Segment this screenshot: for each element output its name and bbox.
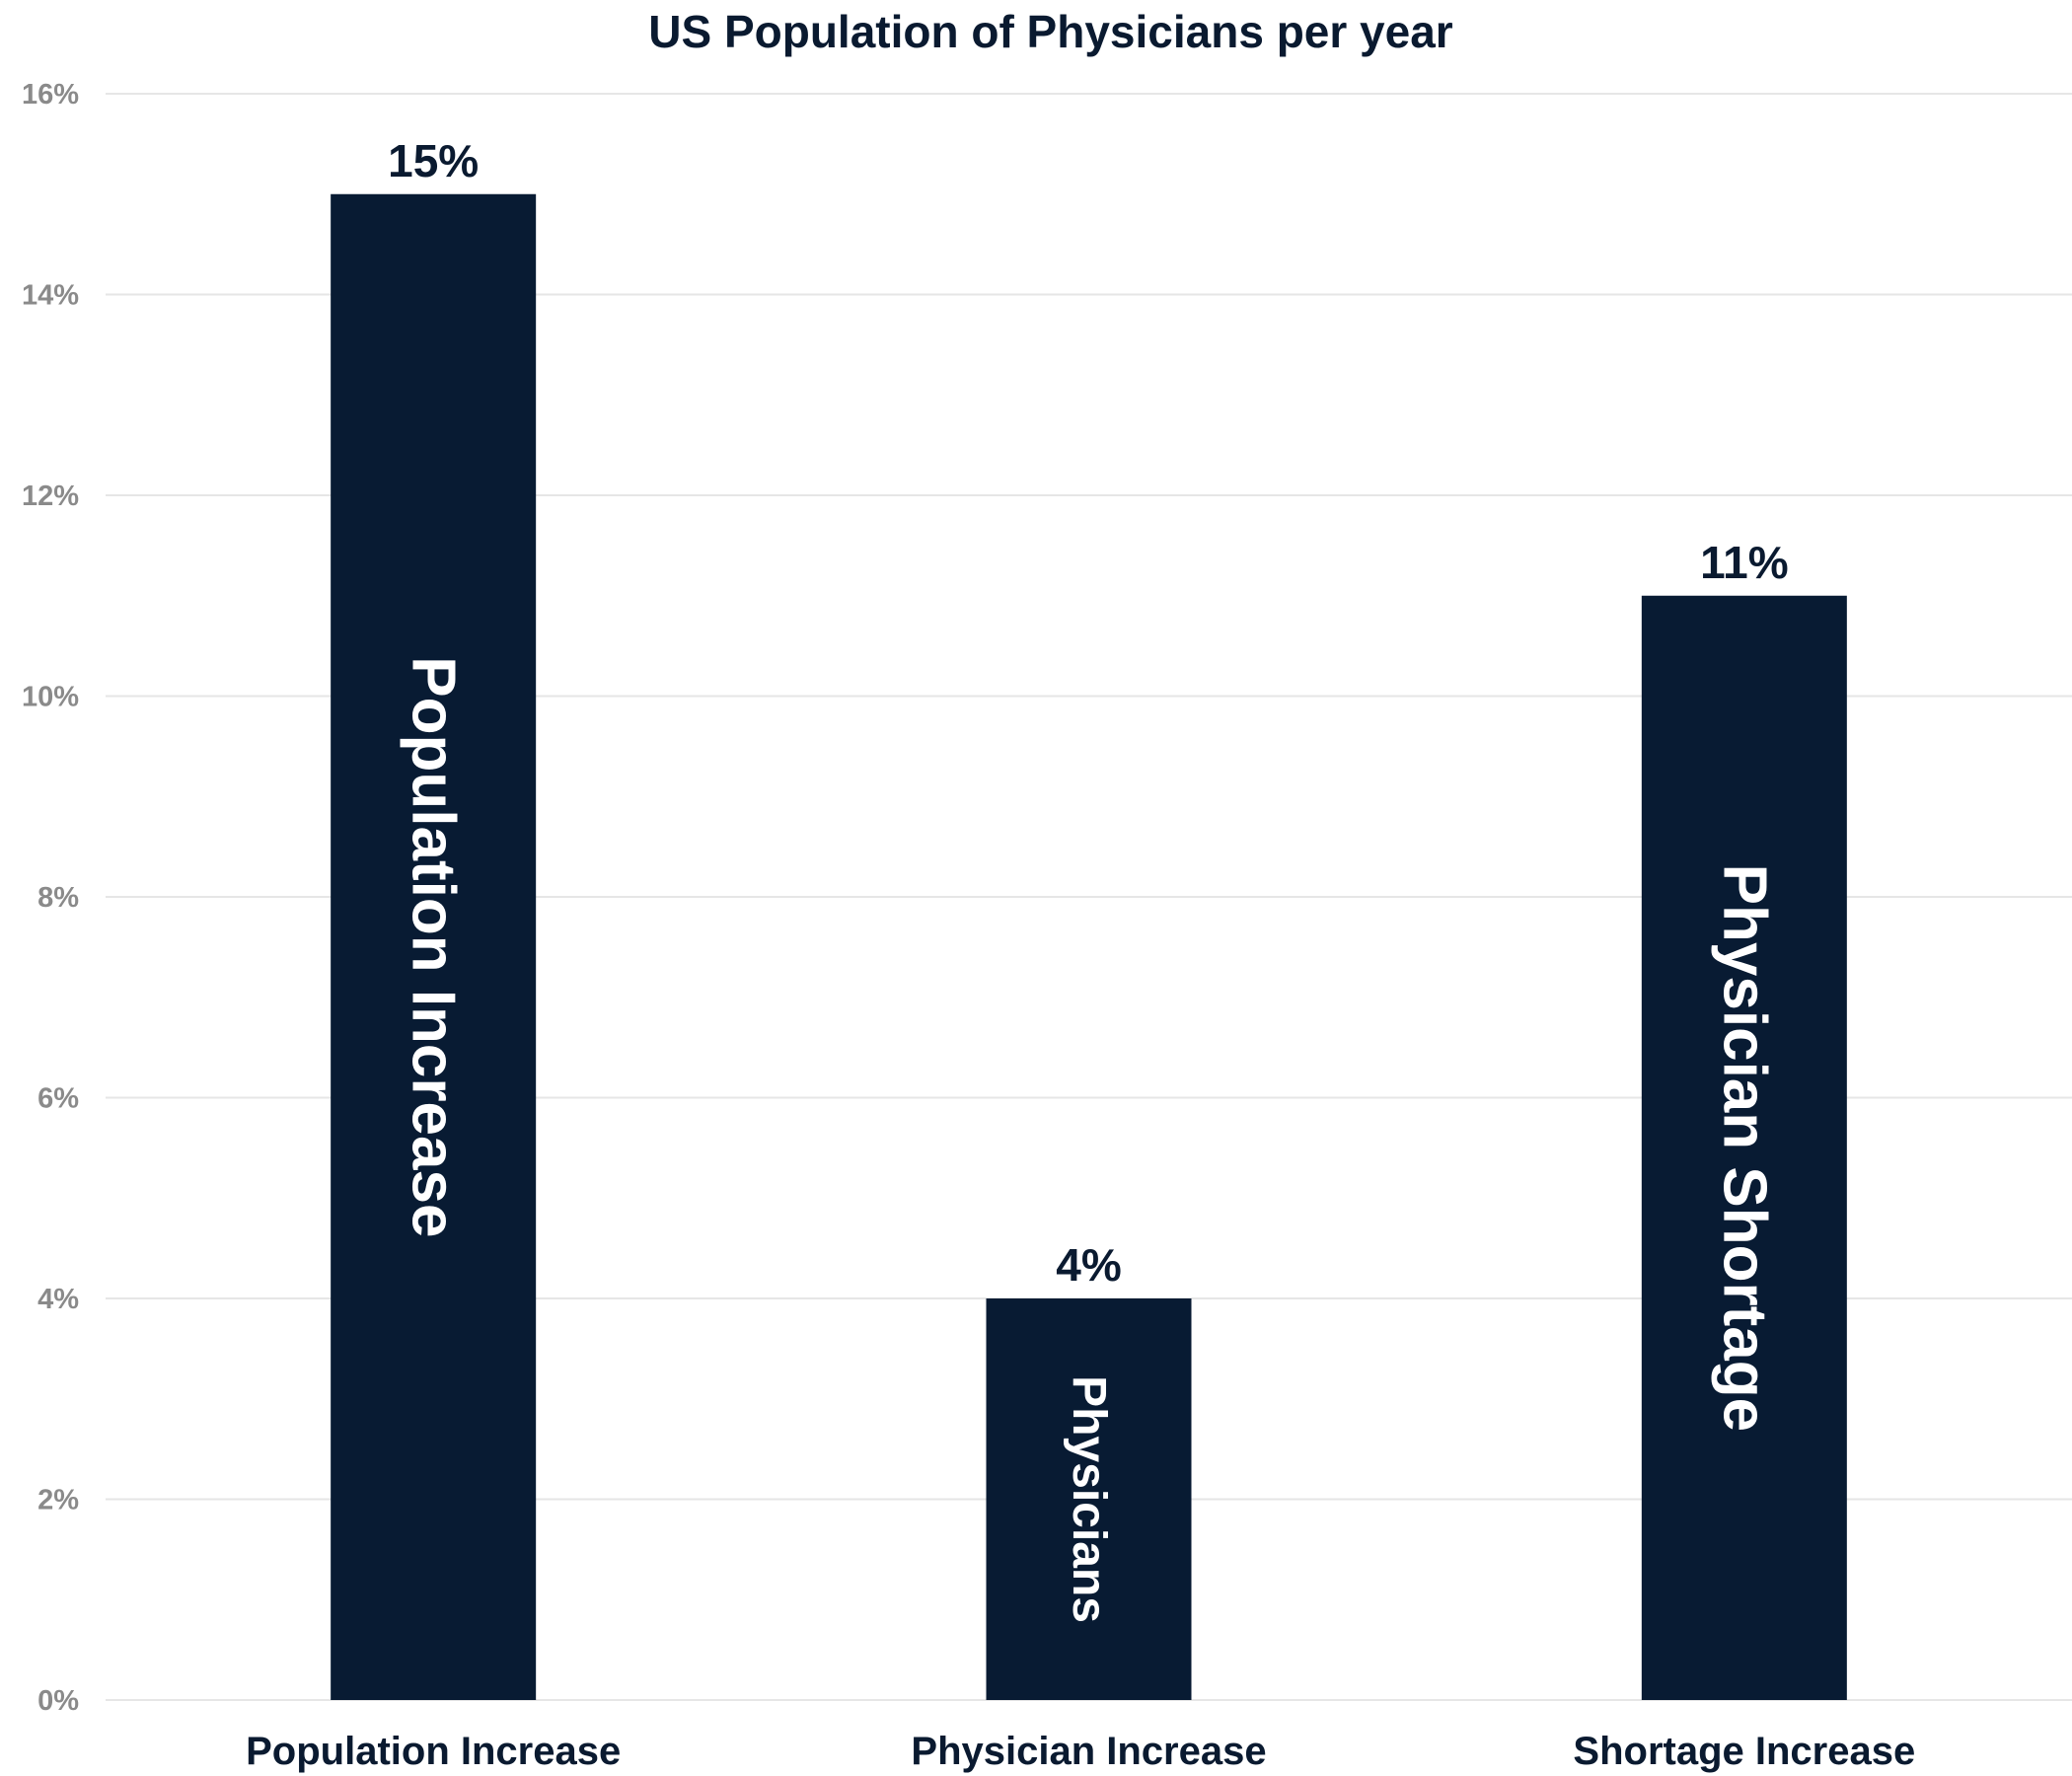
bar — [986, 1298, 1192, 1700]
x-tick-label: Physician Increase — [911, 1730, 1266, 1773]
bar-inner-label: Physicians — [1063, 1375, 1115, 1623]
x-tick-label: Population Increase — [246, 1730, 621, 1773]
x-tick-label: Shortage Increase — [1573, 1730, 1915, 1773]
y-tick-label: 6% — [37, 1083, 79, 1115]
chart-title: US Population of Physicians per year — [648, 6, 1453, 57]
bar-inner-label: Population Increase — [400, 656, 468, 1237]
y-tick-label: 14% — [22, 280, 79, 312]
bar — [1641, 595, 1847, 1700]
y-tick-label: 2% — [37, 1485, 79, 1517]
x-axis-ticks: Population Increase Physician Increase Sho… — [246, 1730, 1915, 1773]
data-label: 4% — [1056, 1239, 1121, 1291]
y-tick-label: 12% — [22, 481, 79, 512]
y-tick-label: 4% — [37, 1284, 79, 1315]
y-axis-ticks: 0% 2% 4% 6% 8% 10% 12% 14% 16% — [22, 79, 79, 1717]
bar-inner-label: Physician Shortage — [1710, 864, 1778, 1432]
data-label: 15% — [388, 135, 479, 186]
bars: 15% Population Increase 4% Physicians 11% Phy… — [331, 135, 1847, 1700]
y-tick-label: 0% — [37, 1685, 79, 1717]
y-tick-label: 16% — [22, 79, 79, 111]
data-label: 11% — [1700, 537, 1789, 588]
y-tick-label: 10% — [22, 682, 79, 713]
bar — [331, 193, 537, 1700]
y-tick-label: 8% — [37, 882, 79, 914]
